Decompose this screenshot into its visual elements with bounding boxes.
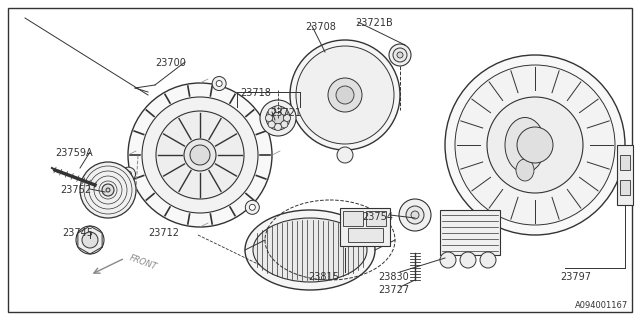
Text: 23721: 23721 <box>270 108 301 118</box>
Bar <box>620 155 630 170</box>
Circle shape <box>266 115 273 122</box>
Circle shape <box>393 48 407 62</box>
Circle shape <box>389 44 411 66</box>
Circle shape <box>80 162 136 218</box>
Polygon shape <box>335 49 355 70</box>
Circle shape <box>290 40 400 150</box>
Circle shape <box>296 46 394 144</box>
Circle shape <box>82 232 98 248</box>
Text: 23700: 23700 <box>155 58 186 68</box>
Circle shape <box>397 52 403 58</box>
Ellipse shape <box>516 159 534 181</box>
Circle shape <box>122 167 136 181</box>
Circle shape <box>245 200 259 214</box>
Circle shape <box>216 81 222 86</box>
Polygon shape <box>335 120 355 141</box>
Polygon shape <box>305 56 327 77</box>
Text: 23830: 23830 <box>378 272 409 282</box>
Circle shape <box>190 145 210 165</box>
Polygon shape <box>370 85 391 105</box>
Bar <box>617 145 633 205</box>
Circle shape <box>156 111 244 199</box>
Circle shape <box>517 127 553 163</box>
Bar <box>366 211 386 226</box>
Circle shape <box>250 204 255 210</box>
Circle shape <box>102 184 114 196</box>
Polygon shape <box>363 113 385 134</box>
Ellipse shape <box>505 117 545 172</box>
Text: 23718: 23718 <box>240 88 271 98</box>
Circle shape <box>455 65 615 225</box>
Text: 23712: 23712 <box>148 228 179 238</box>
Polygon shape <box>299 85 320 105</box>
Text: 23759A: 23759A <box>55 148 93 158</box>
Text: 23721B: 23721B <box>355 18 393 28</box>
Text: FRONT: FRONT <box>128 253 158 271</box>
Circle shape <box>445 55 625 235</box>
Circle shape <box>275 106 282 113</box>
Polygon shape <box>363 56 385 77</box>
Circle shape <box>260 100 296 136</box>
Bar <box>348 228 383 242</box>
Ellipse shape <box>245 210 375 290</box>
Circle shape <box>268 121 275 128</box>
Ellipse shape <box>253 218 367 282</box>
Text: 23745: 23745 <box>62 228 93 238</box>
Circle shape <box>275 124 282 131</box>
Text: 23797: 23797 <box>560 272 591 282</box>
Bar <box>343 211 363 226</box>
Circle shape <box>487 97 583 193</box>
Circle shape <box>328 78 362 112</box>
Polygon shape <box>305 113 327 134</box>
Text: 23727: 23727 <box>378 285 409 295</box>
Circle shape <box>128 83 272 227</box>
Circle shape <box>212 76 226 91</box>
Bar <box>340 208 390 246</box>
Circle shape <box>142 97 258 213</box>
Circle shape <box>480 252 496 268</box>
Circle shape <box>184 139 216 171</box>
Circle shape <box>411 211 419 219</box>
Circle shape <box>406 206 424 224</box>
Circle shape <box>106 188 110 192</box>
Circle shape <box>336 86 354 104</box>
Bar <box>620 180 630 195</box>
Text: 23754: 23754 <box>362 212 393 222</box>
Circle shape <box>337 147 353 163</box>
Bar <box>440 210 500 255</box>
Circle shape <box>399 199 431 231</box>
Circle shape <box>440 252 456 268</box>
Circle shape <box>281 108 288 115</box>
Text: 23708: 23708 <box>305 22 336 32</box>
Circle shape <box>125 171 132 177</box>
Circle shape <box>266 106 290 130</box>
Circle shape <box>268 108 275 115</box>
Text: 23752: 23752 <box>60 185 91 195</box>
Circle shape <box>284 115 291 122</box>
Circle shape <box>76 226 104 254</box>
Text: A094001167: A094001167 <box>575 301 628 310</box>
Text: 23815: 23815 <box>308 272 339 282</box>
Circle shape <box>272 112 284 124</box>
Circle shape <box>460 252 476 268</box>
Circle shape <box>281 121 288 128</box>
